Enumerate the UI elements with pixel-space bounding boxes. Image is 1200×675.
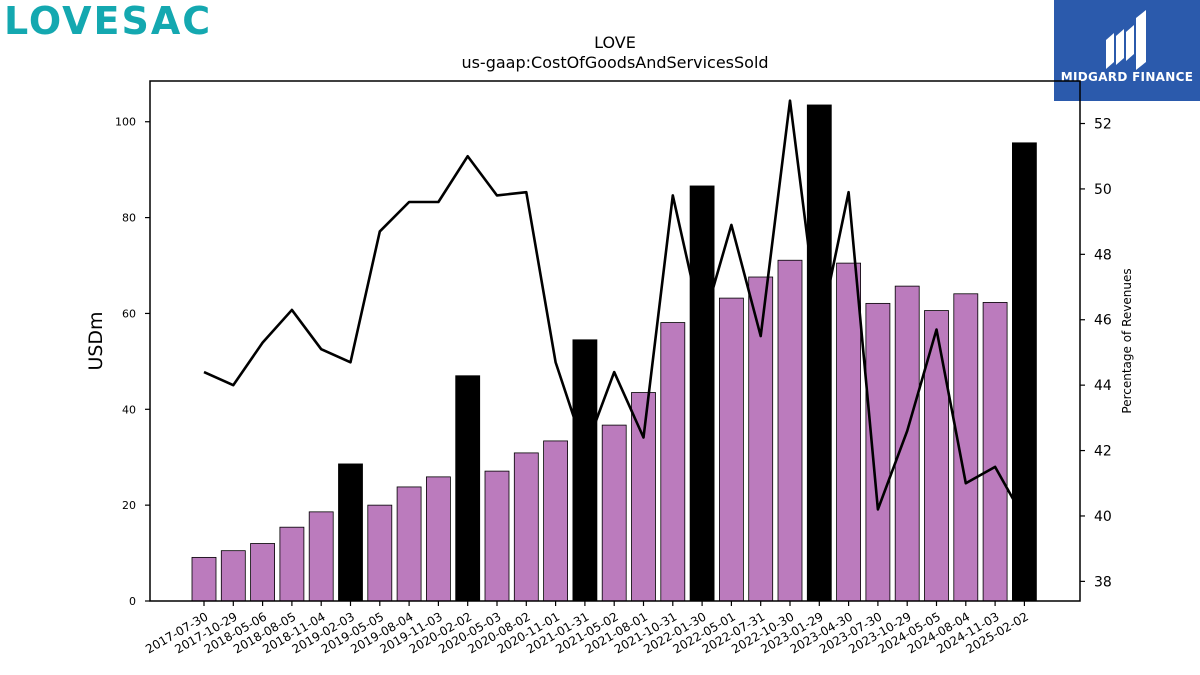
bar-2023-10-29	[894, 285, 920, 602]
plot-frame	[149, 80, 1081, 602]
y2-tick-label: 44	[1094, 378, 1112, 394]
y2-axis-label: Percentage of Revenues	[1120, 268, 1134, 413]
y2-tick-label: 40	[1094, 509, 1112, 525]
bar-2021-08-01	[631, 392, 656, 602]
y2-tick-label: 46	[1094, 313, 1112, 329]
bar-2020-11-01	[543, 440, 568, 602]
y-tick-label: 40	[122, 403, 136, 416]
bar-2020-02-02	[455, 375, 481, 602]
bar-2021-01-31	[572, 339, 598, 602]
bar-2017-10-29	[220, 550, 246, 602]
bar-2022-01-30	[689, 185, 715, 602]
bar-2020-05-03	[484, 470, 510, 602]
y2-tick-label: 52	[1094, 117, 1112, 133]
bar-2017-07-30	[191, 556, 217, 602]
midgard-logo-text: MIDGARD FINANCE	[1060, 70, 1194, 84]
bar-2018-05-06	[250, 543, 276, 602]
y-tick-label: 20	[122, 499, 136, 512]
y2-tick-label: 48	[1094, 247, 1112, 263]
bar-2023-04-30	[836, 262, 861, 602]
y2-tick-label: 42	[1094, 444, 1112, 460]
bar-2021-05-02	[601, 424, 627, 602]
percentage-line	[203, 99, 1026, 520]
bar-2025-02-02	[1012, 142, 1037, 602]
y-tick-label: 60	[122, 307, 136, 320]
midgard-finance-logo: MIDGARD FINANCE	[1054, 0, 1200, 101]
y-tick-label: 80	[122, 212, 136, 225]
bar-2018-11-04	[308, 511, 334, 602]
lovesac-logo: LOVESAC	[4, 0, 213, 43]
y2-tick-label: 50	[1094, 182, 1112, 198]
y2-tick-label: 38	[1094, 574, 1112, 590]
bar-2019-08-04	[396, 486, 422, 602]
bar-2020-08-02	[513, 452, 539, 602]
bar-2024-11-03	[982, 302, 1008, 602]
bar-2018-08-05	[279, 526, 305, 602]
line-series	[203, 99, 1026, 520]
chart-subtitle: us-gaap:CostOfGoodsAndServicesSold	[461, 53, 768, 72]
bar-2019-11-03	[425, 476, 451, 602]
y-tick-label: 100	[115, 116, 136, 129]
bar-2022-05-01	[719, 297, 744, 602]
bar-2023-07-30	[865, 302, 891, 602]
bar-2023-01-29	[806, 104, 832, 602]
bar-series	[191, 104, 1037, 602]
bar-2021-10-31	[660, 322, 686, 602]
bar-2019-05-05	[367, 504, 393, 602]
y-axis-label: USDm	[85, 311, 107, 370]
bar-2022-10-30	[777, 259, 803, 602]
bar-2019-02-03	[338, 463, 363, 602]
chart-title: LOVE	[594, 33, 636, 52]
bar-2024-08-04	[953, 293, 979, 602]
midgard-logo-mark	[1054, 0, 1200, 101]
y-tick-label: 0	[129, 595, 136, 608]
